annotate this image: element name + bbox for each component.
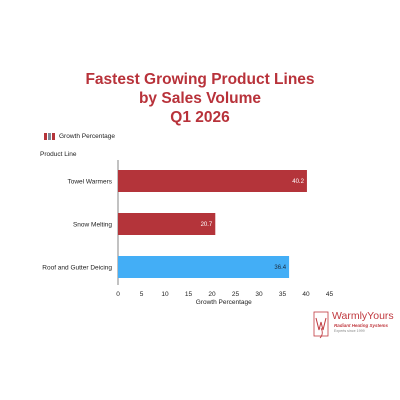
bars-group: Towel Warmers 40.2 Snow Melting 20.7 Roof an… (42, 170, 307, 278)
legend-swatch-2 (48, 133, 51, 140)
x-tick-label: 45 (326, 291, 334, 298)
x-tick-label: 25 (232, 291, 240, 298)
category-label: Roof and Gutter Deicing (42, 264, 112, 271)
data-label: 40.2 (292, 179, 304, 185)
bar-roof-and-gutter-deicing (118, 256, 290, 278)
data-label: 36.4 (274, 265, 286, 271)
y-axis-title: Product Line (40, 151, 77, 158)
x-tick-label: 15 (185, 291, 193, 298)
warmlyyours-logo: WarmlyYours Radiant Heating Systems Expe… (312, 308, 398, 342)
chart-legend: Growth Percentage (44, 133, 115, 140)
chart-title: Fastest Growing Product Lines by Sales V… (0, 70, 400, 127)
chart-title-line-2: by Sales Volume (138, 90, 262, 107)
legend-swatch-icon (44, 133, 55, 140)
legend-label: Growth Percentage (59, 133, 116, 140)
logo-tagline: Radiant Heating Systems (334, 323, 389, 328)
legend-swatch-3 (52, 133, 55, 140)
bar-towel-warmers (118, 170, 307, 192)
x-tick-label: 5 (140, 291, 144, 298)
x-tick-label: 0 (116, 291, 120, 298)
legend-swatch-1 (44, 133, 47, 140)
x-tick-label: 40 (302, 291, 310, 298)
x-tick-label: 20 (208, 291, 216, 298)
data-label: 20.7 (201, 222, 213, 228)
logo-mark-icon (313, 311, 329, 339)
logo-since: Experts since 1999 (334, 329, 365, 333)
bar-snow-melting (118, 213, 216, 235)
x-tick-label: 35 (279, 291, 287, 298)
category-label: Towel Warmers (67, 178, 112, 185)
x-ticks-group: 0 5 10 15 20 25 30 35 40 45 (116, 291, 333, 298)
logo-name: WarmlyYours (332, 310, 394, 322)
chart-title-line-3: Q1 2026 (170, 109, 230, 126)
x-axis-title: Growth Percentage (196, 299, 252, 306)
category-label: Snow Melting (73, 221, 112, 228)
x-tick-label: 10 (161, 291, 169, 298)
x-tick-label: 30 (255, 291, 263, 298)
chart-title-line-1: Fastest Growing Product Lines (85, 71, 315, 88)
